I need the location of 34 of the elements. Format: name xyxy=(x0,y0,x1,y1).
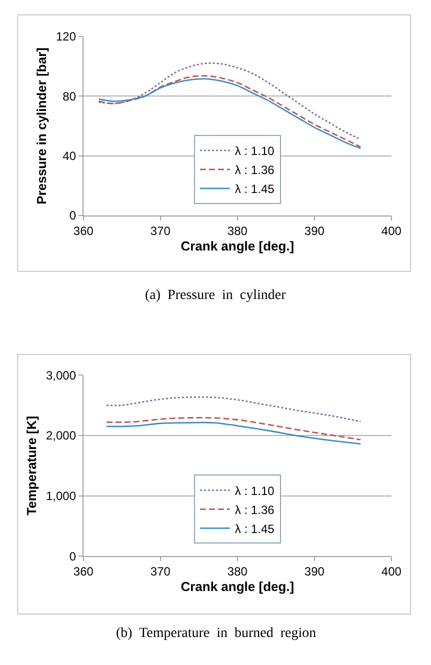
legend-label: λ : 1.36 xyxy=(234,502,275,517)
y-tick-label: 40 xyxy=(62,149,76,163)
legend-label: λ : 1.10 xyxy=(234,484,275,498)
line-series xyxy=(106,417,362,440)
x-tick-label: 400 xyxy=(381,564,402,579)
y-tick-label: 0 xyxy=(69,208,76,223)
x-tick-label: 390 xyxy=(304,564,325,579)
legend-label: λ : 1.36 xyxy=(234,163,275,178)
legend-label: λ : 1.45 xyxy=(234,182,275,196)
x-tick-label: 360 xyxy=(73,564,94,579)
x-tick-label: 390 xyxy=(304,224,325,238)
legend-label: λ : 1.10 xyxy=(234,144,275,158)
x-axis-title: Crank angle [deg.] xyxy=(180,579,294,594)
x-tick-label: 380 xyxy=(227,564,248,579)
y-tick-label: 1,000 xyxy=(46,489,76,504)
x-tick-label: 370 xyxy=(150,224,171,238)
y-axis-title: Temperature [K] xyxy=(24,416,39,516)
x-tick-label: 360 xyxy=(73,224,94,238)
y-axis-title: Pressure in cylinder [bar] xyxy=(34,48,49,204)
line-series xyxy=(98,62,362,140)
y-tick-label: 80 xyxy=(62,89,76,104)
legend-label: λ : 1.45 xyxy=(234,522,275,536)
y-tick-label: 2,000 xyxy=(46,428,76,443)
line-series xyxy=(106,396,362,422)
text: (a) Pressure in cylinder xyxy=(145,288,286,303)
x-axis-title: Crank angle [deg.] xyxy=(180,238,294,254)
y-tick-label: 0 xyxy=(69,549,76,564)
x-tick-label: 400 xyxy=(381,224,402,238)
x-tick-label: 370 xyxy=(150,564,171,579)
line-series xyxy=(106,422,362,445)
y-tick-label: 3,000 xyxy=(46,368,76,382)
x-tick-label: 380 xyxy=(227,224,248,238)
text: (b) Temperature in burned region xyxy=(116,626,316,641)
y-tick-label: 120 xyxy=(56,30,76,44)
